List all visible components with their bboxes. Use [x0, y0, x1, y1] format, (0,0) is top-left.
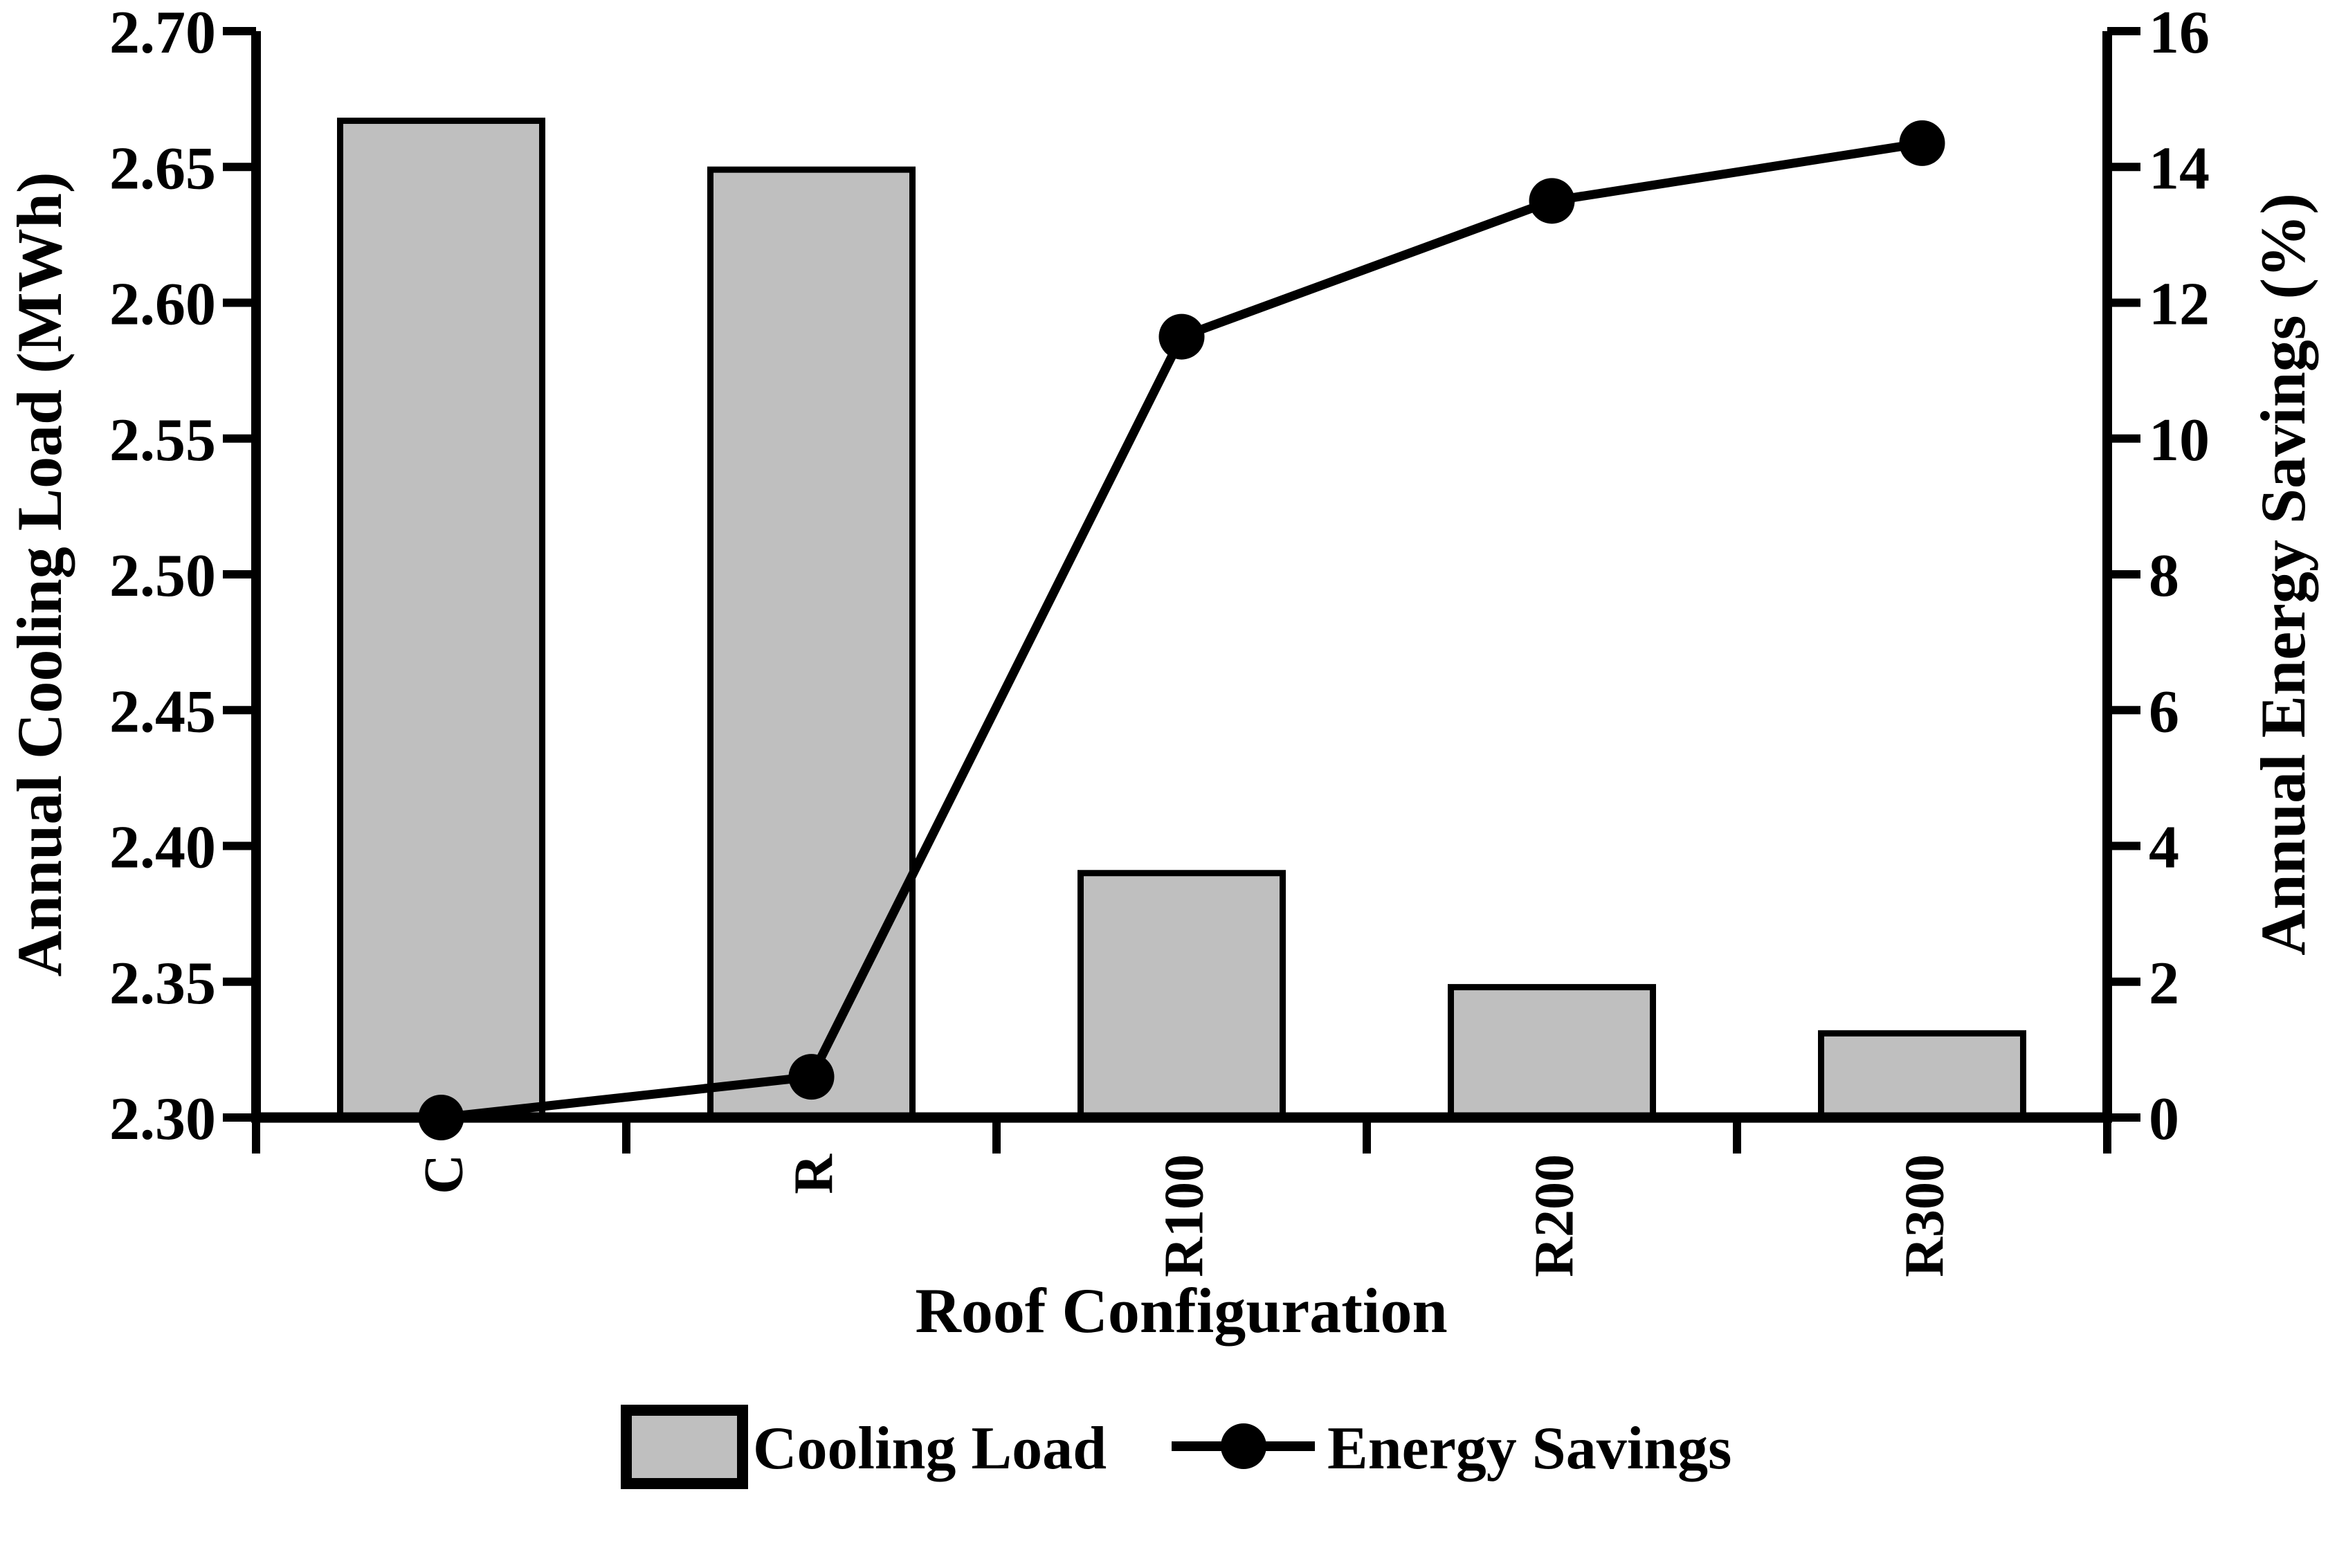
- tick-label-left-2.55: 2.55: [109, 407, 216, 474]
- legend-label-energy-savings: Energy Savings: [1327, 1415, 1731, 1482]
- bar-R100: [1077, 870, 1286, 1121]
- tick-label-left-2.50: 2.50: [109, 543, 216, 610]
- y-axis-title-right: Annual Energy Savings (%): [2248, 193, 2318, 956]
- tick-label-left-2.60: 2.60: [109, 271, 216, 338]
- marker-R: [788, 1054, 835, 1100]
- tick-label-right-6: 6: [2149, 678, 2179, 745]
- bar-R300: [1818, 1030, 2026, 1121]
- tick-label-right-12: 12: [2149, 271, 2210, 338]
- plot-area: 2.70 2.65 2.60 2.55 2.50 2.45 2.40 2.35 2.30 16 14…: [109, 0, 2210, 1277]
- x-axis-title: Roof Configuration: [915, 1275, 1447, 1346]
- tick-label-right-14: 14: [2149, 135, 2210, 202]
- bar-C: [337, 118, 545, 1121]
- y-axis-title-left: Annual Cooling Load (MWh): [4, 172, 75, 976]
- tick-label-right-16: 16: [2149, 0, 2210, 66]
- legend: Cooling Load Energy Savings: [621, 1405, 1731, 1489]
- tick-label-right-2: 2: [2149, 950, 2179, 1017]
- category-label-R100: R100: [1154, 1154, 1215, 1277]
- tick-label-right-8: 8: [2149, 543, 2179, 610]
- tick-label-right-10: 10: [2149, 407, 2210, 474]
- legend-swatch-cooling-load-icon: [621, 1405, 748, 1489]
- marker-R100: [1158, 313, 1205, 360]
- tick-label-left-2.40: 2.40: [109, 814, 216, 882]
- tick-label-left-2.65: 2.65: [109, 135, 216, 202]
- tick-label-left-2.30: 2.30: [109, 1086, 216, 1153]
- tick-label-right-4: 4: [2149, 814, 2179, 882]
- marker-C: [418, 1095, 464, 1140]
- tick-label-left-2.45: 2.45: [109, 678, 216, 745]
- tick-label-left-2.35: 2.35: [109, 950, 216, 1017]
- category-label-R200: R200: [1525, 1154, 1585, 1277]
- tick-label-right-0: 0: [2149, 1086, 2179, 1153]
- marker-R300: [1899, 120, 1945, 166]
- bar-R200: [1448, 984, 1656, 1121]
- category-label-R: R: [784, 1154, 845, 1194]
- bar-R: [707, 166, 916, 1121]
- legend-marker-energy-savings-icon: [1221, 1423, 1266, 1469]
- category-label-R300: R300: [1895, 1154, 1956, 1277]
- legend-label-cooling-load: Cooling Load: [753, 1415, 1107, 1482]
- marker-R200: [1529, 178, 1575, 224]
- category-label-C: C: [414, 1154, 475, 1194]
- tick-label-left-2.70: 2.70: [109, 0, 216, 66]
